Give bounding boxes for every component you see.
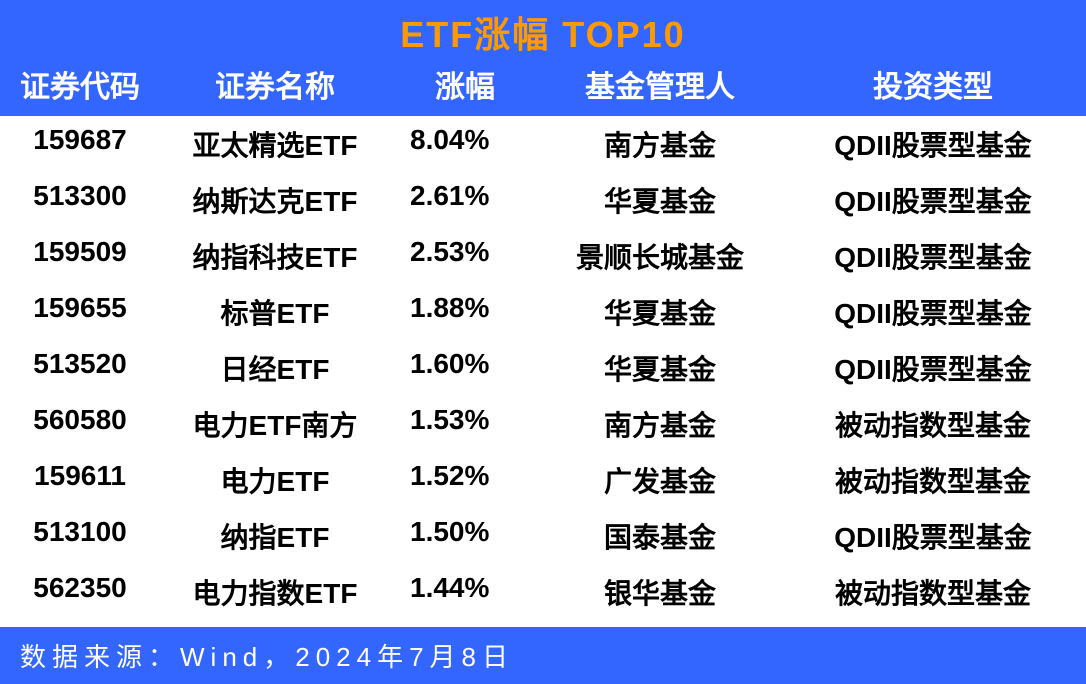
cell-name: 纳指ETF bbox=[160, 516, 390, 556]
cell-type: 被动指数型基金 bbox=[780, 460, 1086, 500]
col-header-manager: 基金管理人 bbox=[540, 62, 780, 106]
etf-table-container: ETF涨幅 TOP10 证券代码 证券名称 涨幅 基金管理人 投资类型 1596… bbox=[0, 0, 1086, 684]
cell-manager: 华夏基金 bbox=[540, 180, 780, 220]
table-row: 560580 电力ETF南方 1.53% 南方基金 被动指数型基金 bbox=[0, 396, 1086, 452]
cell-name: 电力ETF南方 bbox=[160, 404, 390, 444]
cell-name: 日经ETF bbox=[160, 348, 390, 388]
cell-manager: 华夏基金 bbox=[540, 292, 780, 332]
header-band: ETF涨幅 TOP10 证券代码 证券名称 涨幅 基金管理人 投资类型 bbox=[0, 0, 1086, 116]
cell-change: 2.53% bbox=[390, 236, 540, 276]
table-row: 513300 纳斯达克ETF 2.61% 华夏基金 QDII股票型基金 bbox=[0, 172, 1086, 228]
cell-code: 159687 bbox=[0, 124, 160, 164]
table-row: 513100 纳指ETF 1.50% 国泰基金 QDII股票型基金 bbox=[0, 508, 1086, 564]
cell-name: 电力ETF bbox=[160, 460, 390, 500]
table-body: 159687 亚太精选ETF 8.04% 南方基金 QDII股票型基金 5133… bbox=[0, 116, 1086, 676]
table-row: 159655 标普ETF 1.88% 华夏基金 QDII股票型基金 bbox=[0, 284, 1086, 340]
table-row: 513520 日经ETF 1.60% 华夏基金 QDII股票型基金 bbox=[0, 340, 1086, 396]
cell-name: 标普ETF bbox=[160, 292, 390, 332]
cell-name: 电力指数ETF bbox=[160, 572, 390, 612]
cell-code: 513100 bbox=[0, 516, 160, 556]
cell-change: 1.50% bbox=[390, 516, 540, 556]
cell-type: QDII股票型基金 bbox=[780, 236, 1086, 276]
cell-manager: 广发基金 bbox=[540, 460, 780, 500]
table-row: 562350 电力指数ETF 1.44% 银华基金 被动指数型基金 bbox=[0, 564, 1086, 620]
cell-name: 亚太精选ETF bbox=[160, 124, 390, 164]
cell-type: QDII股票型基金 bbox=[780, 124, 1086, 164]
col-header-name: 证券名称 bbox=[160, 62, 390, 106]
cell-change: 1.44% bbox=[390, 572, 540, 612]
cell-code: 513520 bbox=[0, 348, 160, 388]
cell-manager: 银华基金 bbox=[540, 572, 780, 612]
cell-name: 纳指科技ETF bbox=[160, 236, 390, 276]
cell-change: 1.53% bbox=[390, 404, 540, 444]
cell-code: 159611 bbox=[0, 460, 160, 500]
cell-change: 8.04% bbox=[390, 124, 540, 164]
cell-type: QDII股票型基金 bbox=[780, 180, 1086, 220]
cell-type: 被动指数型基金 bbox=[780, 404, 1086, 444]
table-title: ETF涨幅 TOP10 bbox=[0, 6, 1086, 58]
cell-name: 纳斯达克ETF bbox=[160, 180, 390, 220]
cell-code: 562350 bbox=[0, 572, 160, 612]
col-header-change: 涨幅 bbox=[390, 62, 540, 106]
col-header-code: 证券代码 bbox=[0, 62, 160, 106]
cell-type: QDII股票型基金 bbox=[780, 516, 1086, 556]
cell-code: 560580 bbox=[0, 404, 160, 444]
cell-manager: 华夏基金 bbox=[540, 348, 780, 388]
table-row: 159687 亚太精选ETF 8.04% 南方基金 QDII股票型基金 bbox=[0, 116, 1086, 172]
cell-change: 2.61% bbox=[390, 180, 540, 220]
cell-manager: 南方基金 bbox=[540, 124, 780, 164]
cell-code: 513300 bbox=[0, 180, 160, 220]
cell-type: 被动指数型基金 bbox=[780, 572, 1086, 612]
cell-type: QDII股票型基金 bbox=[780, 292, 1086, 332]
cell-code: 159509 bbox=[0, 236, 160, 276]
table-row: 159611 电力ETF 1.52% 广发基金 被动指数型基金 bbox=[0, 452, 1086, 508]
cell-change: 1.52% bbox=[390, 460, 540, 500]
table-row: 159509 纳指科技ETF 2.53% 景顺长城基金 QDII股票型基金 bbox=[0, 228, 1086, 284]
cell-manager: 国泰基金 bbox=[540, 516, 780, 556]
data-source-footer: 数据来源：Wind，2024年7月8日 bbox=[0, 627, 1086, 684]
cell-change: 1.60% bbox=[390, 348, 540, 388]
cell-manager: 景顺长城基金 bbox=[540, 236, 780, 276]
col-header-type: 投资类型 bbox=[780, 62, 1086, 106]
cell-code: 159655 bbox=[0, 292, 160, 332]
cell-type: QDII股票型基金 bbox=[780, 348, 1086, 388]
cell-change: 1.88% bbox=[390, 292, 540, 332]
cell-manager: 南方基金 bbox=[540, 404, 780, 444]
column-headers-row: 证券代码 证券名称 涨幅 基金管理人 投资类型 bbox=[0, 58, 1086, 112]
